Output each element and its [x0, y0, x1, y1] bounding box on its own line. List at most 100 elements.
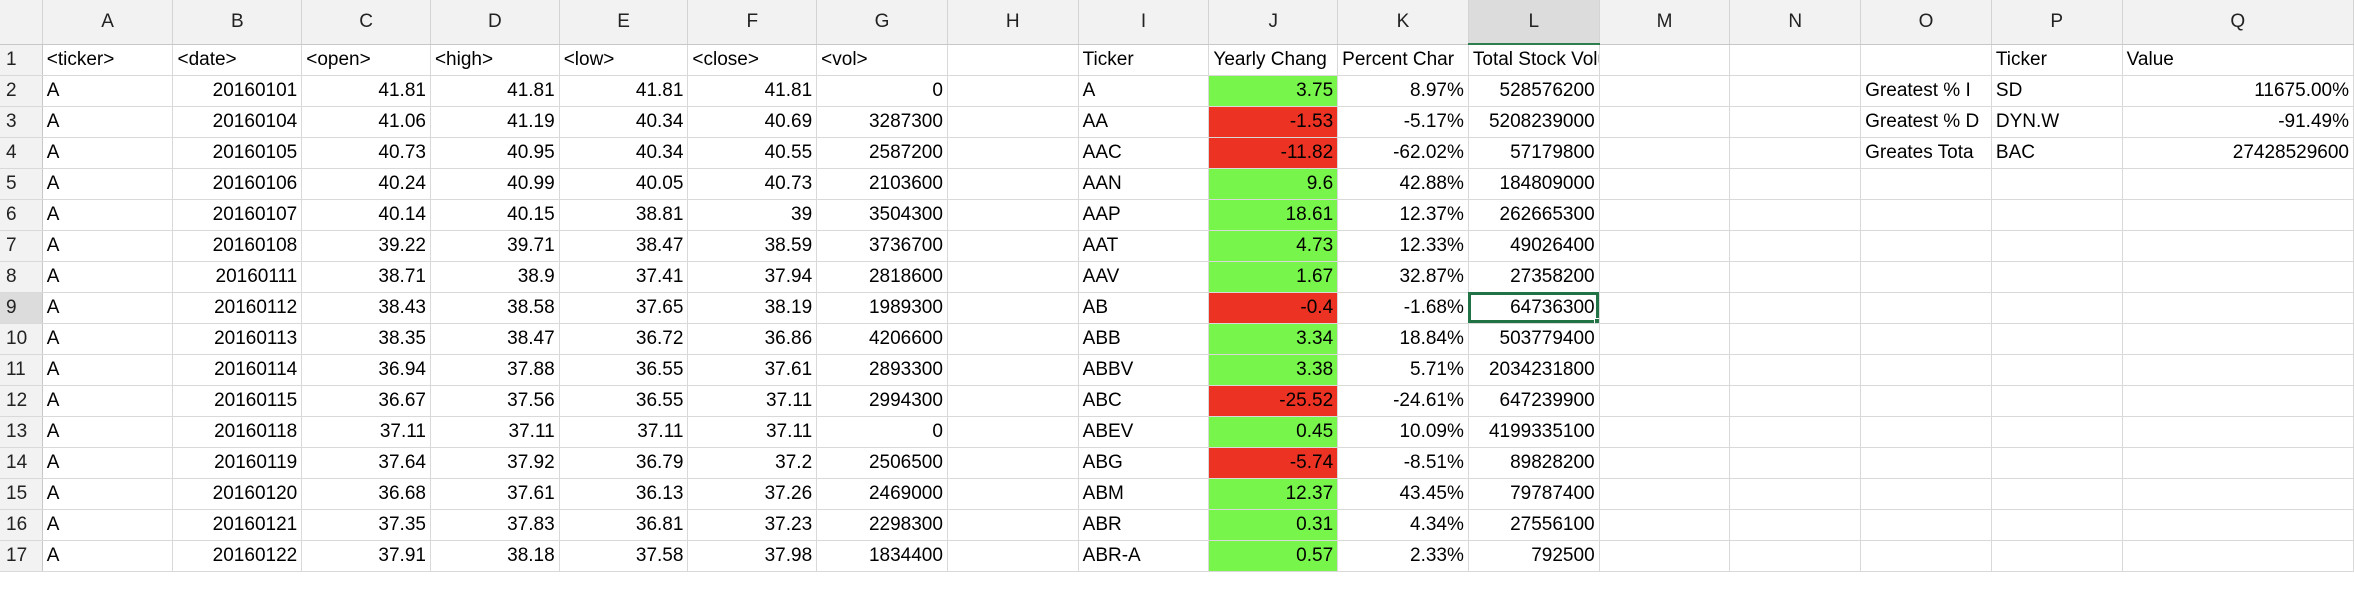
cell-b9[interactable]: 20160112 [172, 292, 303, 324]
cell-n5[interactable] [1729, 168, 1862, 200]
cell-n9[interactable] [1729, 292, 1862, 324]
cell-b10[interactable]: 20160113 [172, 323, 303, 355]
cell-m12[interactable] [1599, 385, 1731, 417]
cell-m16[interactable] [1599, 509, 1731, 541]
cell-c5[interactable]: 40.24 [301, 168, 431, 200]
column-header-c[interactable]: C [301, 0, 431, 45]
cell-i16[interactable]: ABR [1078, 509, 1210, 541]
cell-m3[interactable] [1599, 106, 1731, 138]
cell-h12[interactable] [947, 385, 1079, 417]
row-header-6[interactable]: 6 [0, 199, 43, 231]
cell-e2[interactable]: 41.81 [559, 75, 689, 107]
cell-a17[interactable]: A [42, 540, 174, 572]
cell-f10[interactable]: 36.86 [687, 323, 818, 355]
cell-l16[interactable]: 27556100 [1468, 509, 1600, 541]
cell-m8[interactable] [1599, 261, 1731, 293]
cell-j15[interactable]: 12.37 [1208, 478, 1339, 510]
cell-j11[interactable]: 3.38 [1208, 354, 1339, 386]
cell-f14[interactable]: 37.2 [687, 447, 818, 479]
cell-h2[interactable] [947, 75, 1079, 107]
cell-e8[interactable]: 37.41 [559, 261, 689, 293]
column-header-m[interactable]: M [1599, 0, 1731, 45]
cell-e5[interactable]: 40.05 [559, 168, 689, 200]
cell-j10[interactable]: 3.34 [1208, 323, 1339, 355]
cell-o3[interactable]: Greatest % D [1860, 106, 1992, 138]
cell-o8[interactable] [1860, 261, 1992, 293]
row-header-14[interactable]: 14 [0, 447, 43, 479]
cell-j6[interactable]: 18.61 [1208, 199, 1339, 231]
cell-h9[interactable] [947, 292, 1079, 324]
row-header-12[interactable]: 12 [0, 385, 43, 417]
cell-c4[interactable]: 40.73 [301, 137, 431, 169]
cell-q7[interactable] [2122, 230, 2354, 262]
cell-m13[interactable] [1599, 416, 1731, 448]
cell-m10[interactable] [1599, 323, 1731, 355]
cell-e16[interactable]: 36.81 [559, 509, 689, 541]
column-header-i[interactable]: I [1078, 0, 1210, 45]
cell-m15[interactable] [1599, 478, 1731, 510]
row-header-3[interactable]: 3 [0, 106, 43, 138]
cell-d17[interactable]: 38.18 [430, 540, 560, 572]
row-header-10[interactable]: 10 [0, 323, 43, 355]
cell-f1[interactable]: <close> [687, 44, 818, 76]
cell-o13[interactable] [1860, 416, 1992, 448]
column-header-e[interactable]: E [559, 0, 689, 45]
cell-a5[interactable]: A [42, 168, 174, 200]
cell-f2[interactable]: 41.81 [687, 75, 818, 107]
cell-a2[interactable]: A [42, 75, 174, 107]
cell-a3[interactable]: A [42, 106, 174, 138]
cell-d16[interactable]: 37.83 [430, 509, 560, 541]
cell-l13[interactable]: 4199335100 [1468, 416, 1600, 448]
cell-f9[interactable]: 38.19 [687, 292, 818, 324]
cell-n11[interactable] [1729, 354, 1862, 386]
cell-j3[interactable]: -1.53 [1208, 106, 1339, 138]
cell-b5[interactable]: 20160106 [172, 168, 303, 200]
cell-e17[interactable]: 37.58 [559, 540, 689, 572]
column-header-p[interactable]: P [1991, 0, 2123, 45]
cell-k17[interactable]: 2.33% [1337, 540, 1469, 572]
cell-b3[interactable]: 20160104 [172, 106, 303, 138]
cell-b1[interactable]: <date> [172, 44, 303, 76]
cell-b15[interactable]: 20160120 [172, 478, 303, 510]
cell-l14[interactable]: 89828200 [1468, 447, 1600, 479]
cell-o4[interactable]: Greates Tota [1860, 137, 1992, 169]
cell-q12[interactable] [2122, 385, 2354, 417]
cell-m14[interactable] [1599, 447, 1731, 479]
cell-b6[interactable]: 20160107 [172, 199, 303, 231]
cell-k7[interactable]: 12.33% [1337, 230, 1469, 262]
cell-b14[interactable]: 20160119 [172, 447, 303, 479]
cell-n15[interactable] [1729, 478, 1862, 510]
cell-k13[interactable]: 10.09% [1337, 416, 1469, 448]
cell-i10[interactable]: ABB [1078, 323, 1210, 355]
cell-d12[interactable]: 37.56 [430, 385, 560, 417]
cell-h3[interactable] [947, 106, 1079, 138]
cell-g15[interactable]: 2469000 [816, 478, 948, 510]
cell-a6[interactable]: A [42, 199, 174, 231]
cell-j13[interactable]: 0.45 [1208, 416, 1339, 448]
cell-n2[interactable] [1729, 75, 1862, 107]
cell-f5[interactable]: 40.73 [687, 168, 818, 200]
cell-e13[interactable]: 37.11 [559, 416, 689, 448]
cell-q15[interactable] [2122, 478, 2354, 510]
cell-h4[interactable] [947, 137, 1079, 169]
cell-n8[interactable] [1729, 261, 1862, 293]
cell-e15[interactable]: 36.13 [559, 478, 689, 510]
cell-g13[interactable]: 0 [816, 416, 948, 448]
cell-m4[interactable] [1599, 137, 1731, 169]
cell-d4[interactable]: 40.95 [430, 137, 560, 169]
cell-l3[interactable]: 5208239000 [1468, 106, 1600, 138]
cell-f16[interactable]: 37.23 [687, 509, 818, 541]
cell-m9[interactable] [1599, 292, 1731, 324]
cell-j16[interactable]: 0.31 [1208, 509, 1339, 541]
cell-o11[interactable] [1860, 354, 1992, 386]
cell-j4[interactable]: -11.82 [1208, 137, 1339, 169]
select-all-corner[interactable] [0, 0, 43, 45]
cell-f15[interactable]: 37.26 [687, 478, 818, 510]
cell-c7[interactable]: 39.22 [301, 230, 431, 262]
cell-q9[interactable] [2122, 292, 2354, 324]
cell-m2[interactable] [1599, 75, 1731, 107]
cell-c14[interactable]: 37.64 [301, 447, 431, 479]
cell-p14[interactable] [1991, 447, 2123, 479]
cell-q2[interactable]: 11675.00% [2122, 75, 2354, 107]
